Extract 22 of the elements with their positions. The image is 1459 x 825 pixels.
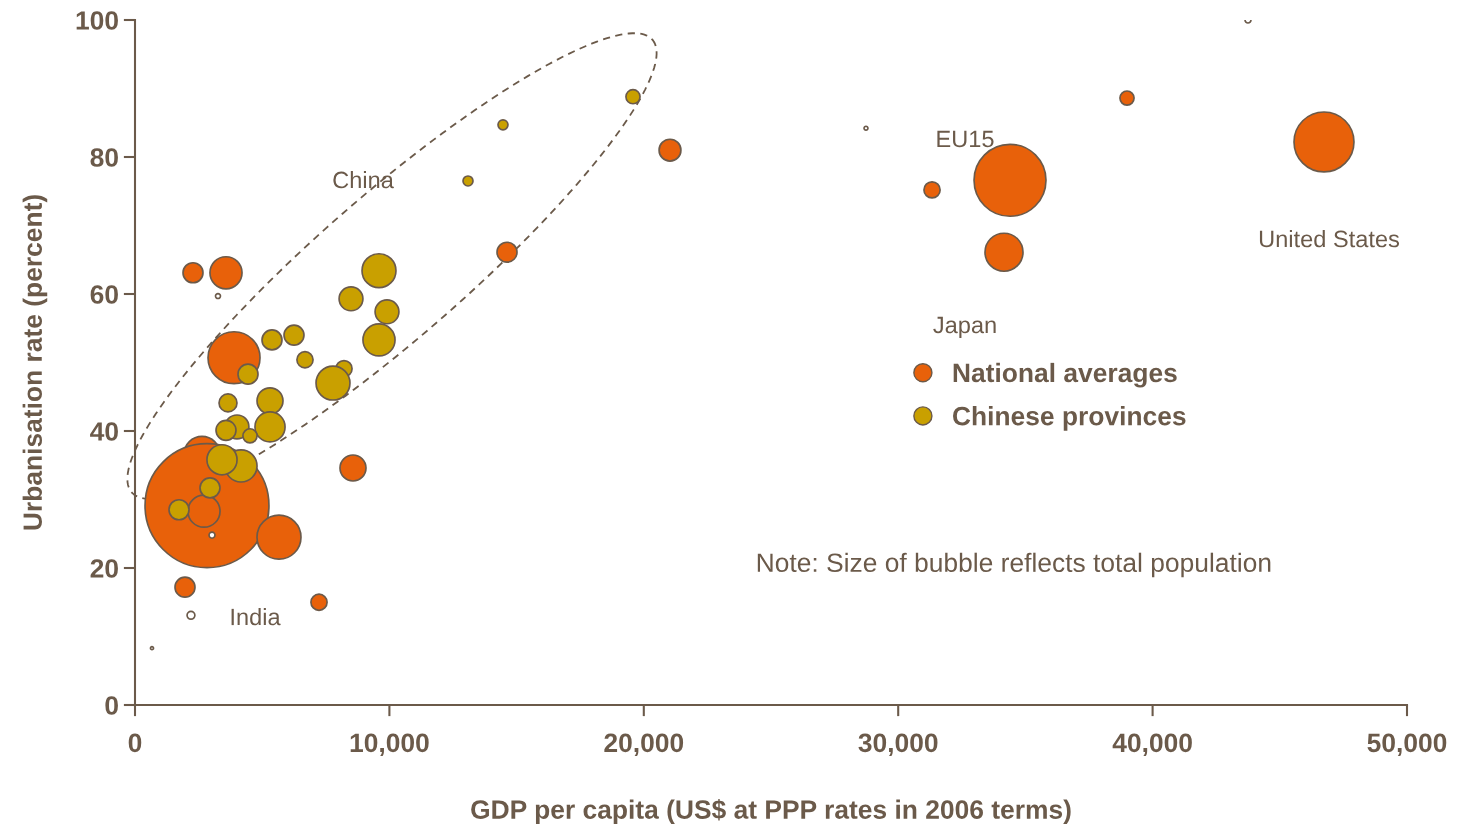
annotation: Japan [933, 316, 996, 338]
x-tick-label: 30,000 [858, 733, 938, 756]
y-tick-label: 60 [90, 285, 118, 304]
x-tick-label: 20,000 [604, 733, 684, 756]
annotation: China [333, 171, 394, 189]
y-tick-label: 100 [76, 11, 118, 30]
annotation: India [231, 607, 281, 626]
y-axis-title: Urbanisation rate (percent) [22, 195, 48, 530]
x-tick-label: 40,000 [1112, 733, 1192, 756]
x-tick-label: 10,000 [350, 733, 429, 756]
x-tick-label: 50,000 [1367, 733, 1447, 756]
legend-label: Chinese provinces [953, 406, 1186, 431]
x-axis-title: GDP per capita (US$ at PPP rates in 2006 terms) [471, 799, 1071, 825]
x-tick-label: 0 [128, 733, 142, 753]
legend-label: National averages [953, 362, 1177, 388]
y-tick-label: 40 [90, 422, 118, 441]
annotation: United States [1259, 230, 1400, 248]
y-tick-label: 20 [90, 559, 118, 578]
y-tick-label: 80 [90, 148, 118, 167]
annotation: Note: Size of bubble reflects total population [757, 552, 1271, 578]
y-tick-label: 0 [105, 696, 118, 715]
annotation: EU15 [937, 130, 994, 148]
